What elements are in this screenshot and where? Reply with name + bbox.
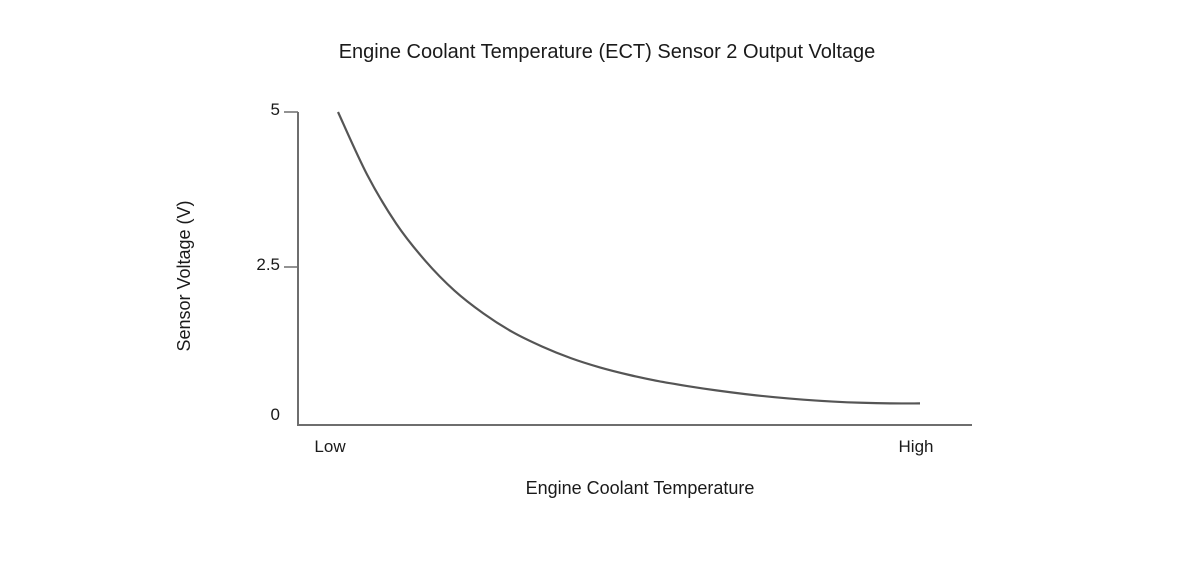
y-axis-label: Sensor Voltage (V) bbox=[174, 200, 194, 351]
x-axis-label: Engine Coolant Temperature bbox=[526, 478, 755, 498]
x-tick-label: High bbox=[899, 437, 934, 456]
x-tick-label: Low bbox=[314, 437, 346, 456]
y-tick-label: 2.5 bbox=[256, 255, 280, 274]
series bbox=[337, 111, 921, 405]
ticks: 0 2.5 5 Low High bbox=[256, 100, 933, 456]
axes bbox=[297, 112, 972, 426]
series-line bbox=[337, 111, 921, 405]
y-tick-label: 0 bbox=[271, 405, 280, 424]
chart-title: Engine Coolant Temperature (ECT) Sensor … bbox=[339, 41, 876, 63]
y-tick-label: 5 bbox=[271, 100, 280, 119]
